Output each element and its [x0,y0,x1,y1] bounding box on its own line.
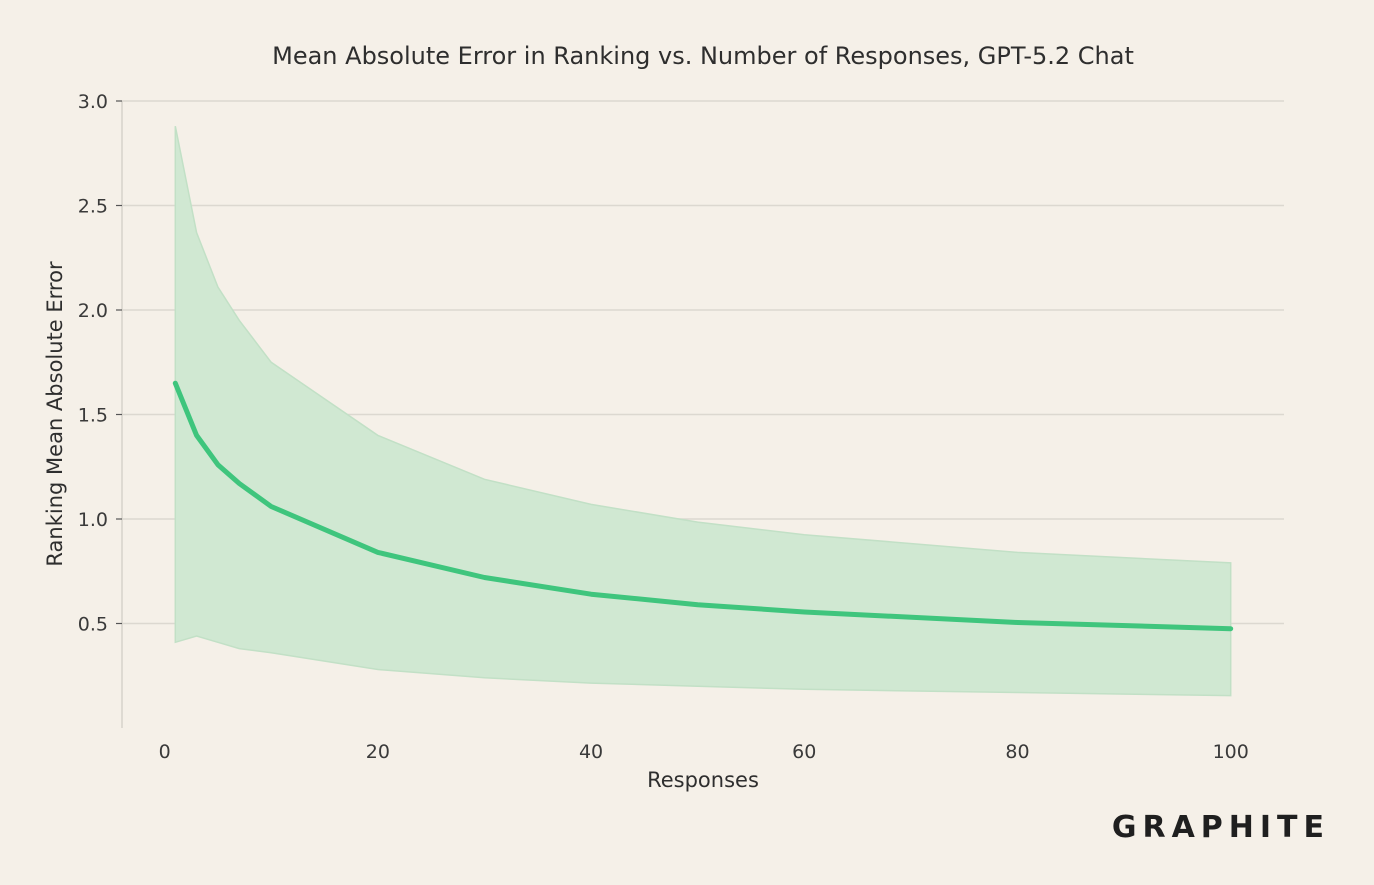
x-axis-ticks: 0 20 40 60 80 100 [159,741,1249,763]
x-tick-label-100: 100 [1213,741,1249,763]
x-tick-label-40: 40 [579,741,603,763]
series-line [172,380,1234,632]
y-tick-label-1.5: 1.5 [78,405,108,427]
x-tick-label-60: 60 [792,741,816,763]
y-tick-label-2.0: 2.0 [78,300,108,322]
x-axis-label: Responses [647,768,759,792]
y-tick-label-1.0: 1.0 [78,509,108,531]
x-tick-label-20: 20 [366,741,390,763]
confidence-band [174,125,1232,697]
y-tick-label-0.5: 0.5 [78,614,108,636]
y-axis-ticks: 0.5 1.0 1.5 2.0 2.5 3.0 [78,91,122,636]
graphite-logo: GRAPHITE [1111,810,1330,845]
y-tick-label-2.5: 2.5 [78,196,108,218]
chart-title: Mean Absolute Error in Ranking vs. Numbe… [272,42,1134,70]
x-tick-label-0: 0 [159,741,171,763]
y-axis-label: Ranking Mean Absolute Error [43,261,67,567]
x-tick-label-80: 80 [1005,741,1029,763]
y-tick-label-3.0: 3.0 [78,91,108,113]
